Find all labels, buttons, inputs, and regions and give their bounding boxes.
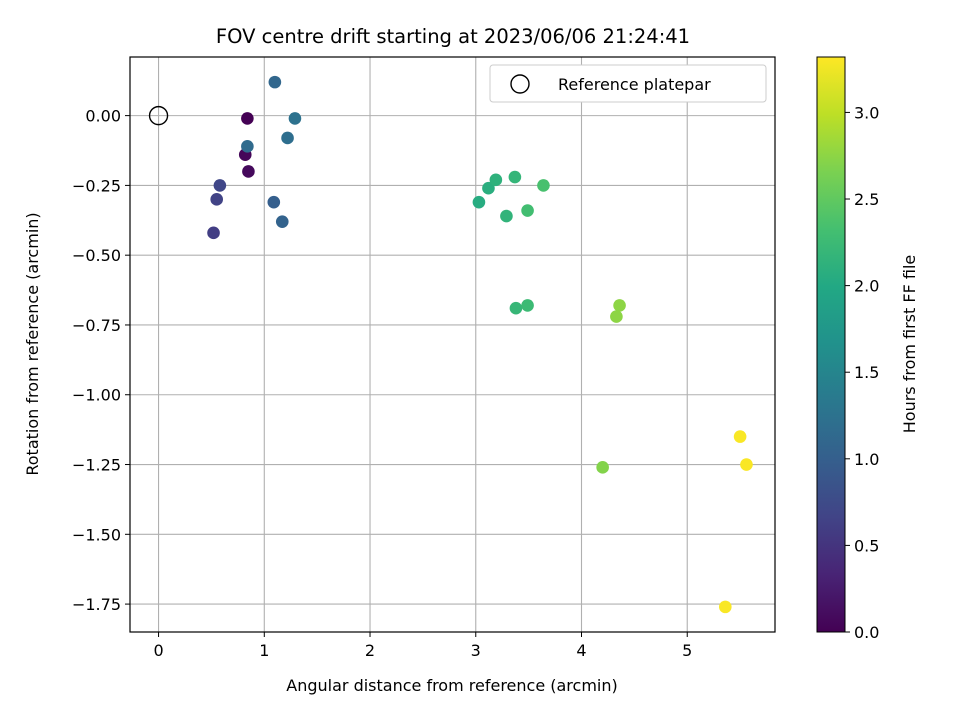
colorbar-tick-label: 3.0 (854, 103, 879, 122)
colorbar-tick-label: 1.0 (854, 450, 879, 469)
data-point (610, 310, 623, 323)
data-point (268, 75, 282, 89)
data-point (733, 430, 747, 443)
y-axis-ticks: 0.00 −0.25 −0.50 −0.75 −1.00 −1.25 −1.50 −1.75 (72, 107, 130, 614)
chart-title: FOV centre drift starting at 2023/06/06 … (216, 25, 690, 48)
data-point (482, 181, 495, 195)
colorbar-tick-label: 2.5 (854, 190, 879, 209)
colorbar-label: Hours from first FF file (900, 255, 919, 434)
plot-background (130, 57, 775, 632)
data-point (241, 112, 254, 125)
data-point (275, 215, 289, 228)
y-axis-label: Rotation from reference (arcmin) (23, 212, 42, 475)
x-tick-label: 0 (153, 641, 163, 660)
data-point (213, 179, 227, 192)
legend-label-reference: Reference platepar (558, 75, 711, 94)
colorbar: 0.0 0.5 1.0 1.5 2.0 2.5 3.0 Hours from first F… (816, 56, 919, 642)
data-point (472, 195, 486, 209)
data-point (740, 458, 753, 471)
colorbar-ticks: 0.0 0.5 1.0 1.5 2.0 2.5 3.0 (845, 103, 879, 642)
data-point (719, 600, 732, 614)
colorbar-tick-label: 0.5 (854, 536, 879, 555)
data-point (509, 301, 523, 315)
legend-box (489, 64, 767, 103)
colorbar-tick-label: 2.0 (854, 277, 879, 296)
y-tick-label: −0.75 (72, 316, 121, 335)
x-tick-label: 5 (682, 641, 692, 660)
x-axis-label: Angular distance from reference (arcmin) (286, 676, 617, 695)
y-tick-label: 0.00 (85, 107, 121, 126)
y-tick-label: −0.50 (72, 246, 121, 265)
data-point (210, 193, 224, 206)
scatter-points (207, 75, 753, 614)
grid (130, 57, 775, 632)
y-tick-label: −1.75 (72, 595, 121, 614)
data-point (508, 170, 522, 184)
y-tick-label: −0.25 (72, 176, 121, 195)
plot-frame (129, 56, 776, 633)
legend: Reference platepar (489, 64, 767, 103)
data-point (281, 131, 294, 145)
x-tick-label: 4 (576, 641, 586, 660)
y-tick-label: −1.50 (72, 525, 121, 544)
colorbar-tick-label: 0.0 (854, 623, 879, 642)
data-point (241, 140, 254, 153)
colorbar-tick-label: 1.5 (854, 363, 879, 382)
y-tick-label: −1.25 (72, 456, 121, 475)
data-point (500, 209, 513, 223)
data-point (267, 195, 281, 209)
x-tick-label: 3 (471, 641, 481, 660)
colorbar-gradient (816, 56, 846, 633)
data-point (613, 299, 626, 312)
data-point (242, 165, 255, 178)
y-tick-label: −1.00 (72, 386, 121, 405)
data-point (596, 461, 609, 474)
x-tick-label: 1 (259, 641, 269, 660)
data-point (288, 112, 302, 125)
data-point (207, 226, 220, 240)
reference-marker (148, 105, 169, 126)
x-tick-label: 2 (365, 641, 375, 660)
reference-point (148, 105, 169, 126)
data-point (489, 173, 503, 187)
legend-marker-reference (510, 74, 530, 94)
data-point (521, 299, 534, 312)
data-point (521, 204, 534, 217)
x-axis-ticks: 0 1 2 3 4 5 (153, 632, 692, 660)
data-point (537, 179, 550, 192)
plot-area: 0 1 2 3 4 5 0.00 −0.25 −0.50 −0.75 −1.00 −1.25 −1.5… (72, 56, 776, 660)
